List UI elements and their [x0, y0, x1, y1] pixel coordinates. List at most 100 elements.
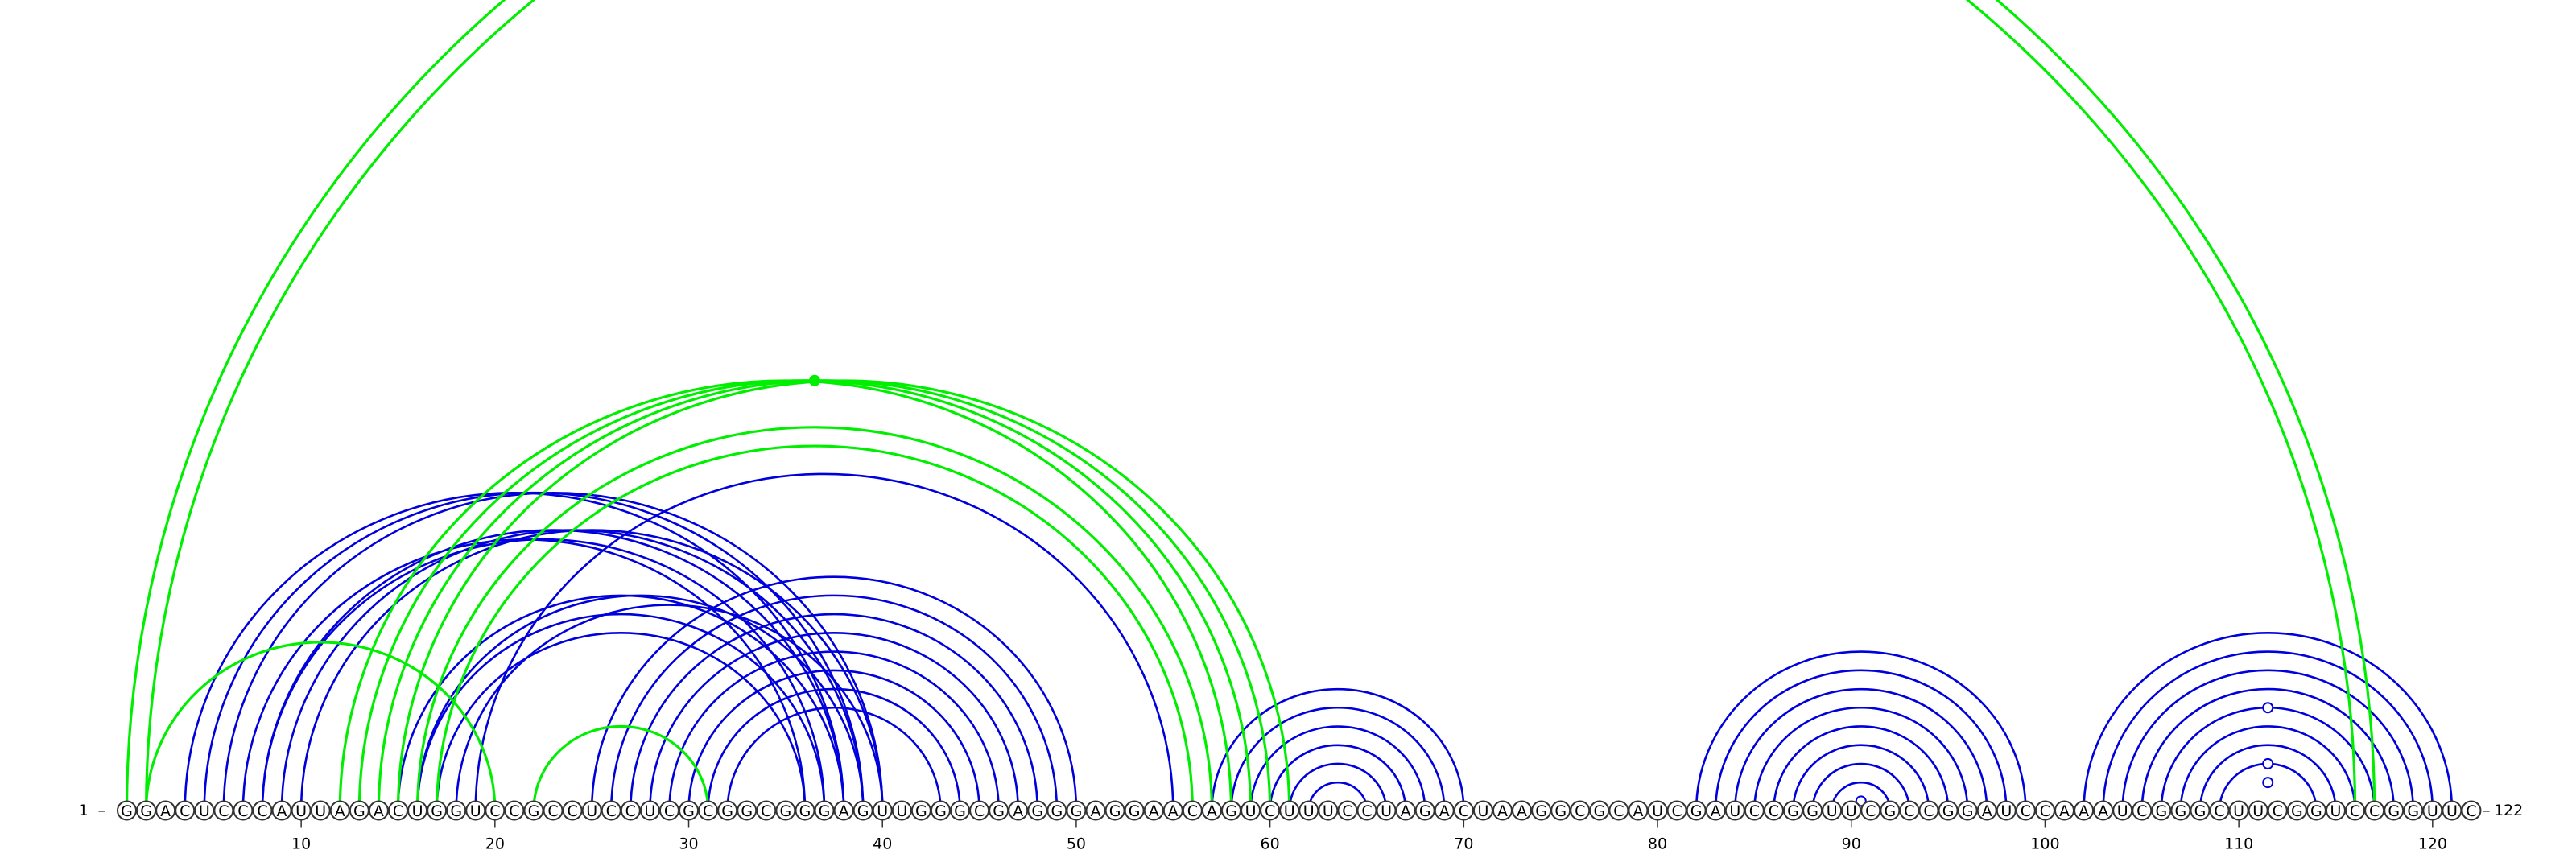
nucleotide-letter: C — [1749, 802, 1760, 820]
base-pair-arc-green — [144, 0, 2357, 811]
nucleotide: U — [407, 800, 428, 821]
nucleotide-circle — [2325, 800, 2346, 821]
nucleotide-letter: G — [2407, 802, 2419, 820]
nucleotide-circle — [2306, 800, 2326, 821]
nucleotide-letter: U — [1381, 802, 1392, 820]
nucleotide-letter: G — [683, 802, 695, 820]
nucleotide-letter: G — [935, 802, 947, 820]
nucleotide-circle — [620, 800, 641, 821]
nucleotide-letter: C — [2369, 802, 2380, 820]
nucleotide-letter: U — [1323, 802, 1334, 820]
tick-label: 120 — [2418, 835, 2447, 853]
sequence-end-dash: – — [2483, 802, 2491, 819]
nucleotide-circle — [658, 800, 679, 821]
nucleotide-circle — [717, 800, 738, 821]
nucleotide: G — [2151, 800, 2172, 821]
nucleotide: U — [581, 800, 602, 821]
nucleotide-letter: G — [1690, 802, 1703, 820]
nucleotide-letter: G — [1109, 802, 1121, 820]
nucleotide-circle — [1318, 800, 1339, 821]
nucleotide-circle — [2054, 800, 2074, 821]
nucleotide: C — [2015, 800, 2036, 821]
nucleotide-letter: C — [2273, 802, 2283, 820]
nucleotide: C — [1260, 800, 1281, 821]
nucleotide-letter: U — [2446, 802, 2458, 820]
base-pair-arc-green — [415, 426, 1214, 811]
nucleotide-circle — [930, 800, 951, 821]
nucleotide-circle — [523, 800, 544, 821]
base-pair-arc-blue — [1792, 744, 1930, 811]
nucleotide-circle — [175, 800, 196, 821]
nucleotide-letter: C — [606, 802, 617, 820]
nucleotide-circle — [1066, 800, 1087, 821]
tick-label: 100 — [2030, 835, 2059, 853]
base-pair-arc-blue — [1811, 762, 1911, 811]
nucleotide: C — [1453, 800, 1474, 821]
nucleotide-letter: G — [2155, 802, 2167, 820]
nucleotide-letter: G — [780, 802, 792, 820]
base-pair-arc-blue — [726, 706, 942, 811]
nucleotide-letter: G — [741, 802, 753, 820]
nucleotide: C — [562, 800, 583, 821]
nucleotide: C — [1337, 800, 1358, 821]
sequence-start-dash: – — [98, 802, 106, 819]
nucleotide-letter: G — [2291, 802, 2303, 820]
nucleotide: G — [1550, 800, 1571, 821]
nucleotide: U — [2228, 800, 2249, 821]
nucleotide: U — [1298, 800, 1319, 821]
ticks-layer: 10 20 30 40 50 60 70 80 90 100 110 120 — [291, 820, 2447, 853]
nucleotide-letter: U — [1729, 802, 1740, 820]
nucleotide: G — [814, 800, 835, 821]
nucleotide: C — [1356, 800, 1377, 821]
nucleotide: C — [233, 800, 254, 821]
nucleotide-letter: G — [2388, 802, 2400, 820]
nucleotide-circle — [1802, 800, 1823, 821]
nucleotide-circle — [2209, 800, 2230, 821]
nucleotide: A — [1512, 800, 1533, 821]
nucleotide: C — [175, 800, 196, 821]
nucleotide: G — [910, 800, 931, 821]
nucleotide-letter: G — [1225, 802, 1237, 820]
nucleotide: G — [446, 800, 467, 821]
nucleotide-letter: U — [2000, 802, 2012, 820]
nucleotide: U — [1241, 800, 1261, 821]
nucleotide-circle — [2267, 800, 2288, 821]
nucleotide: G — [523, 800, 544, 821]
nucleotide-letter: G — [2194, 802, 2207, 820]
nucleotide: C — [2132, 800, 2153, 821]
nucleotide: A — [1976, 800, 1997, 821]
nucleotide-letter: C — [2350, 802, 2360, 820]
nucleotide-letter: G — [1593, 802, 1605, 820]
nucleotide: G — [1957, 800, 1978, 821]
nucleotide: C — [213, 800, 234, 821]
base-pair-arc-blue — [2179, 725, 2356, 811]
base-pair-arc-blue — [222, 491, 884, 811]
nucleotide-circle — [562, 800, 583, 821]
nucleotide-letter: C — [180, 802, 190, 820]
nucleotide: G — [930, 800, 951, 821]
nucleotide-circle — [1085, 800, 1106, 821]
nucleotide-circle — [1356, 800, 1377, 821]
nucleotide: G — [2384, 800, 2405, 821]
nucleotide: U — [1822, 800, 1843, 821]
nucleotide: C — [543, 800, 564, 821]
nucleotide-letter: G — [353, 802, 365, 820]
nucleotide-letter: G — [450, 802, 462, 820]
base-pair-arc-blue — [474, 472, 1174, 811]
nucleotide: U — [2325, 800, 2346, 821]
nucleotide-letter: G — [1554, 802, 1567, 820]
nucleotide: U — [2442, 800, 2462, 821]
nucleotide-letter: C — [625, 802, 636, 820]
nucleotide-letter: G — [1071, 802, 1083, 820]
nucleotide-letter: U — [315, 802, 326, 820]
nucleotide-letter: C — [1613, 802, 1624, 820]
base-pair-arc-blue — [2102, 650, 2434, 811]
nucleotide: A — [2054, 800, 2074, 821]
nucleotide-circle — [1376, 800, 1397, 821]
nucleotide: C — [2267, 800, 2288, 821]
base-pair-arc-blue — [630, 613, 1039, 811]
nucleotide: G — [2170, 800, 2191, 821]
nucleotide-circle — [2228, 800, 2249, 821]
base-pair-arc-blue — [1211, 687, 1465, 811]
